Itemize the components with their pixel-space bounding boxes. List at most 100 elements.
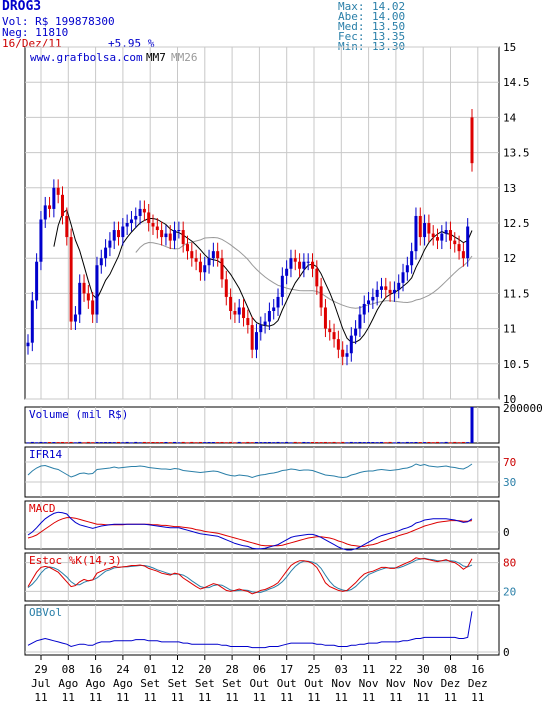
volume-bar — [414, 442, 418, 444]
volume-bar — [358, 441, 362, 443]
x-tick-year: 11 — [335, 691, 348, 704]
volume-bar — [216, 442, 220, 444]
candle-body — [414, 215, 418, 252]
candle-body — [375, 289, 379, 297]
x-tick-day: 29 — [34, 663, 47, 676]
volume-bar — [104, 442, 108, 444]
volume-bar — [69, 441, 73, 443]
stat-value: 14.02 — [372, 0, 406, 13]
legend-ma26: MM26 — [171, 51, 198, 64]
volume-bar — [259, 442, 263, 444]
volume-bar — [332, 441, 336, 443]
candle-body — [173, 230, 177, 241]
candle-body — [30, 300, 34, 343]
candle-body — [289, 258, 293, 269]
candle-body — [112, 230, 116, 241]
volume-bar — [211, 442, 215, 444]
candle-body — [367, 300, 371, 304]
candle-body — [410, 251, 414, 266]
macd-tick: 0 — [503, 526, 510, 539]
volume-bar — [341, 441, 345, 443]
candle-body — [453, 240, 457, 245]
candle-body — [194, 258, 198, 262]
y-tick-label: 13.5 — [503, 147, 530, 160]
volume-bar — [30, 441, 34, 443]
candle-body — [431, 233, 435, 238]
candle-body — [466, 226, 470, 259]
candle-body — [224, 279, 228, 297]
candle-body — [311, 261, 315, 269]
volume-bar — [289, 442, 293, 444]
candle-body — [341, 349, 345, 357]
volume-bar — [328, 442, 332, 444]
x-tick-day: 16 — [89, 663, 102, 676]
volume-bar — [35, 442, 39, 444]
x-tick-day: 08 — [444, 663, 457, 676]
candle-body — [470, 117, 474, 164]
volume-bar — [466, 442, 470, 444]
x-tick-month: Nov — [359, 677, 379, 690]
volume-bar — [302, 441, 306, 443]
volume-bar — [207, 442, 211, 444]
candle-body — [155, 226, 159, 231]
candle-body — [254, 332, 258, 350]
candle-body — [272, 307, 276, 311]
candle-body — [259, 325, 263, 333]
stat-value: 14.00 — [372, 10, 406, 23]
candle-body — [56, 187, 60, 195]
y-tick-label: 10.5 — [503, 358, 530, 371]
candle-body — [392, 289, 396, 294]
volume-bar — [229, 441, 233, 443]
macd-signal-line — [27, 517, 473, 547]
volume-bar — [233, 442, 237, 444]
volume-bar — [43, 442, 47, 444]
stat-label: Med: — [338, 20, 365, 33]
volume-bar — [401, 442, 405, 444]
change-label: +5.95 % — [108, 37, 155, 50]
volume-bar — [293, 441, 297, 443]
stoch-d-line — [27, 557, 473, 593]
volume-bar — [453, 441, 457, 443]
candle-body — [233, 311, 237, 315]
macd-line — [27, 511, 473, 551]
volume-bar — [60, 441, 64, 443]
candle-body — [60, 194, 64, 216]
volume-tick: 200000 — [503, 402, 543, 415]
volume-bar — [431, 442, 435, 444]
volume-bar — [39, 441, 43, 443]
candle-body — [323, 307, 327, 329]
volume-bar — [418, 442, 422, 444]
candle-body — [423, 223, 427, 238]
volume-bar — [448, 442, 452, 444]
volume-bar — [323, 441, 327, 443]
candle-body — [302, 261, 306, 269]
candle-body — [405, 265, 409, 273]
x-tick-year: 11 — [280, 691, 293, 704]
volume-bar — [311, 442, 315, 444]
x-tick-month: Out — [249, 677, 269, 690]
x-tick-month: Set — [195, 677, 215, 690]
x-tick-month: Set — [140, 677, 160, 690]
volume-bar — [410, 442, 414, 444]
candle-body — [82, 282, 86, 294]
stat-value: 13.50 — [372, 20, 406, 33]
candle-body — [379, 286, 383, 290]
x-tick-year: 11 — [89, 691, 102, 704]
x-tick-year: 11 — [389, 691, 402, 704]
volume-bar — [237, 441, 241, 443]
ma26-line — [135, 236, 473, 309]
volume-bar — [319, 442, 323, 444]
candle-body — [371, 296, 375, 301]
x-tick-year: 11 — [471, 691, 484, 704]
volume-bar — [86, 441, 90, 443]
x-tick-month: Dez — [441, 677, 461, 690]
candle-body — [427, 223, 431, 234]
volume-bar — [138, 442, 142, 444]
candle-body — [99, 258, 103, 266]
volume-bar — [194, 442, 198, 444]
x-tick-day: 06 — [253, 663, 266, 676]
x-tick-year: 11 — [307, 691, 320, 704]
stoch-title: Estoc %K(14,3) — [29, 554, 122, 567]
volume-bar — [99, 442, 103, 444]
